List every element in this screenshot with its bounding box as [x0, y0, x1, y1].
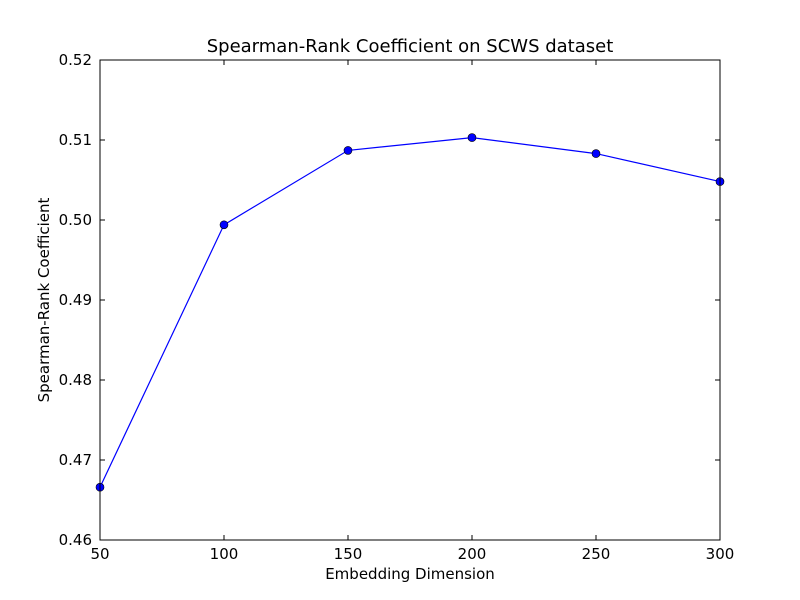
ticks-layer: 50 100 150 200 250 300 0.46 0.47 0.48 0.49 0.50 0.5…: [59, 51, 735, 563]
data-point: [591, 149, 601, 158]
y-tick-label: 0.51: [59, 131, 92, 149]
y-tick-label: 0.49: [59, 291, 92, 309]
x-tick-label: 50: [90, 545, 109, 563]
x-tick-label: 200: [458, 545, 487, 563]
x-tick-label: 150: [334, 545, 363, 563]
x-tick-label: 300: [706, 545, 735, 563]
plot-frame: [99, 59, 721, 541]
y-axis-title: Spearman-Rank Coefficient: [35, 198, 53, 403]
x-tick-label: 100: [210, 545, 239, 563]
y-tick-label: 0.52: [59, 51, 92, 69]
y-tick-label: 0.48: [59, 371, 92, 389]
series-line: [99, 136, 721, 488]
x-tick-label: 250: [582, 545, 611, 563]
series-layer: [95, 133, 725, 492]
data-point: [343, 146, 353, 155]
chart-title: Spearman-Rank Coefficient on SCWS datase…: [207, 36, 614, 57]
y-tick-label: 0.46: [59, 531, 92, 549]
y-tick-label: 0.47: [59, 451, 92, 469]
y-tick-label: 0.50: [59, 211, 92, 229]
x-axis-title: Embedding Dimension: [325, 565, 495, 583]
data-point: [467, 133, 477, 142]
data-point: [219, 220, 229, 230]
